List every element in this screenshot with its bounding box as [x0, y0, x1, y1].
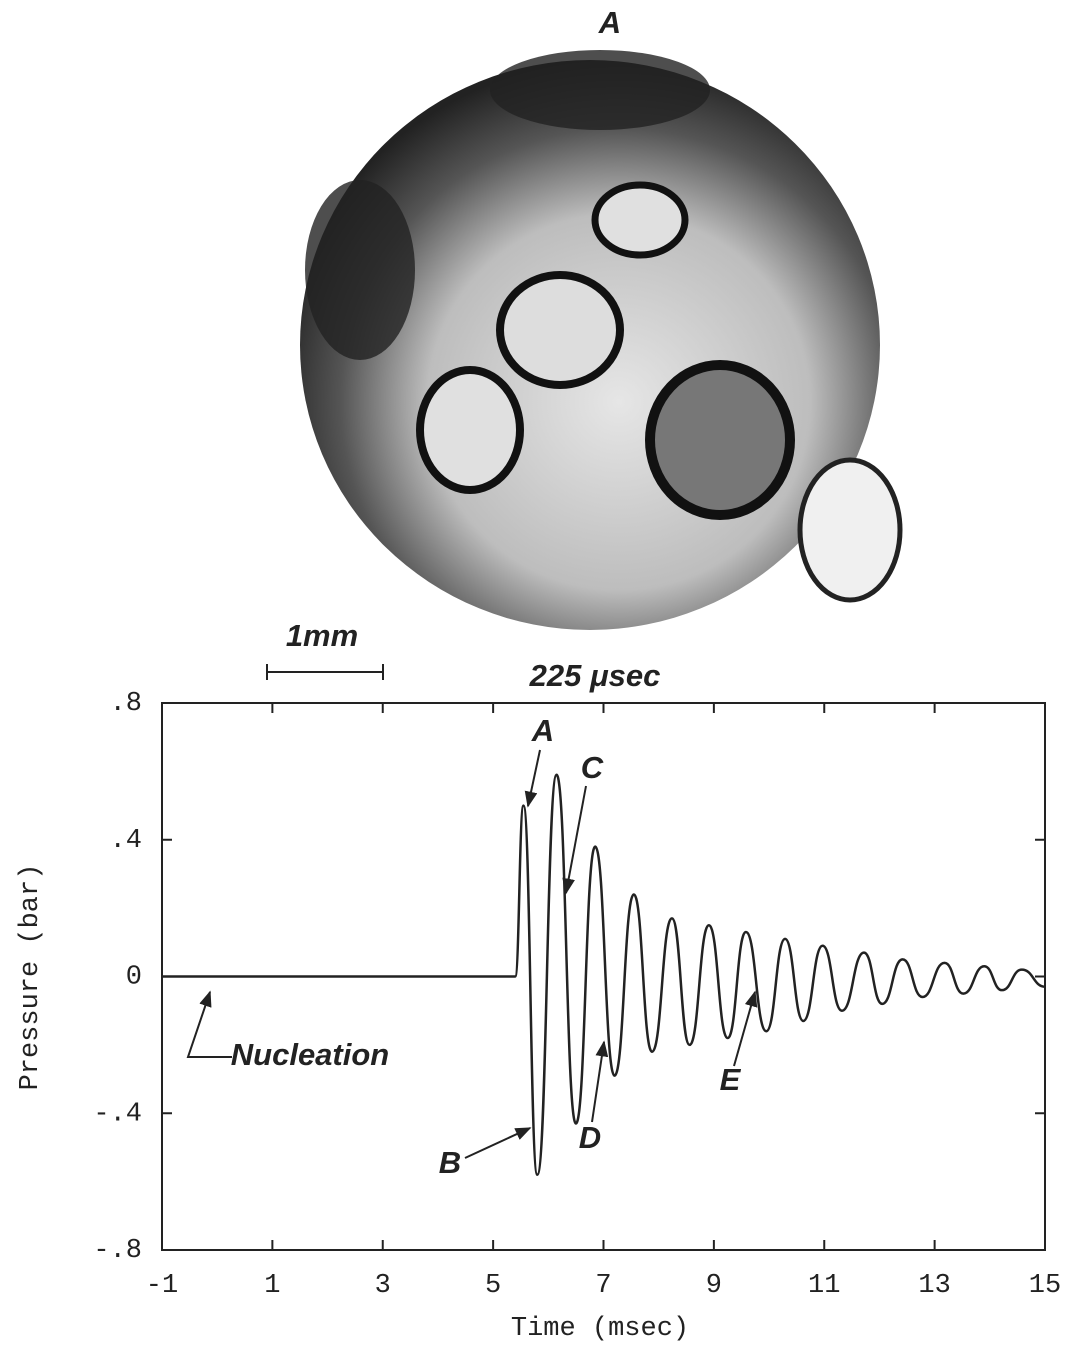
y-tick-label: .8: [110, 689, 142, 719]
x-tick-label: 7: [595, 1271, 611, 1301]
y-tick-label: .4: [110, 826, 142, 856]
x-tick-label: -1: [146, 1271, 178, 1301]
x-tick-label: 5: [485, 1271, 501, 1301]
time-label: 225 μsec: [529, 658, 661, 693]
photo-label: A: [598, 5, 621, 40]
annotation: A: [531, 713, 554, 748]
line: [162, 773, 1046, 1177]
x-tick-label: 9: [706, 1271, 722, 1301]
annotation: Nucleation: [231, 1037, 389, 1072]
annotation-arrows: [186, 749, 758, 1159]
annotation: B: [439, 1145, 461, 1180]
y-tick-label: -.8: [93, 1236, 142, 1266]
annotation: C: [581, 750, 604, 785]
bubble-photo: [300, 50, 903, 630]
annotation: E: [720, 1062, 742, 1097]
scale-bar: [266, 664, 384, 680]
x-tick-label: 15: [1029, 1271, 1061, 1301]
y-tick-label: -.4: [93, 1099, 142, 1129]
x-tick-label: 3: [375, 1271, 391, 1301]
x-tick-label: 11: [808, 1271, 840, 1301]
scale-bar-label: 1mm: [286, 618, 358, 653]
x-tick-label: 13: [918, 1271, 950, 1301]
x-tick-label: 1: [264, 1271, 280, 1301]
y-tick-label: 0: [126, 963, 142, 993]
y-axis-label: Pressure (bar): [16, 864, 46, 1091]
x-axis-label: Time (msec): [511, 1314, 689, 1344]
annotation: D: [579, 1120, 601, 1155]
